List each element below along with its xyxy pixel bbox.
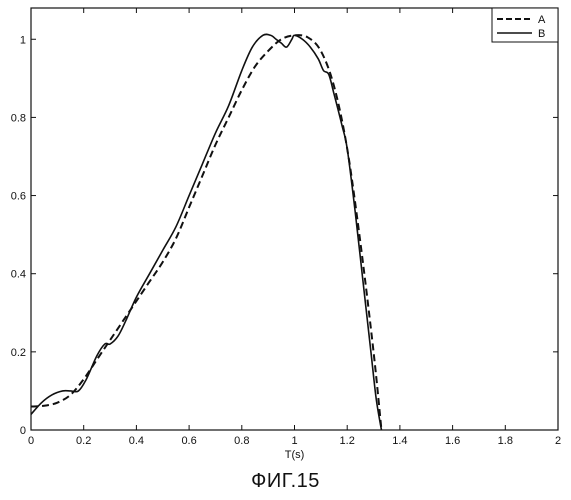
legend-label-a: A xyxy=(538,14,546,26)
x-tick-label: 0 xyxy=(28,435,34,447)
x-tick-label: 2 xyxy=(555,435,561,447)
x-axis-label: T(s) xyxy=(285,449,305,461)
x-tick-label: 0.4 xyxy=(129,435,144,447)
y-tick-label: 1 xyxy=(20,34,26,46)
x-tick-label: 0.2 xyxy=(76,435,91,447)
figure-caption: ФИГ.15 xyxy=(0,470,571,493)
y-tick-label: 0.8 xyxy=(11,112,26,124)
legend-label-b: B xyxy=(538,28,545,40)
x-tick-label: 1.2 xyxy=(340,435,355,447)
y-tick-label: 0.2 xyxy=(11,347,26,359)
line-chart: 0 0.2 0.4 0.6 0.8 1 1.2 1.4 1.6 1.8 2 0 0.2 0.4 0.6 0.8… xyxy=(0,0,571,470)
x-tick-label: 1.8 xyxy=(498,435,513,447)
x-tick-label: 1.6 xyxy=(445,435,460,447)
legend: AB xyxy=(492,8,558,42)
y-tick-label: 0 xyxy=(20,425,26,437)
x-tick-label: 1 xyxy=(291,435,297,447)
y-tick-label: 0.4 xyxy=(11,269,26,281)
x-tick-label: 1.4 xyxy=(392,435,407,447)
plot-frame xyxy=(31,8,558,430)
y-tick-label: 0.6 xyxy=(11,191,26,203)
x-tick-label: 0.8 xyxy=(234,435,249,447)
x-tick-label: 0.6 xyxy=(181,435,196,447)
plot-area xyxy=(31,8,558,430)
legend-box xyxy=(492,8,558,42)
